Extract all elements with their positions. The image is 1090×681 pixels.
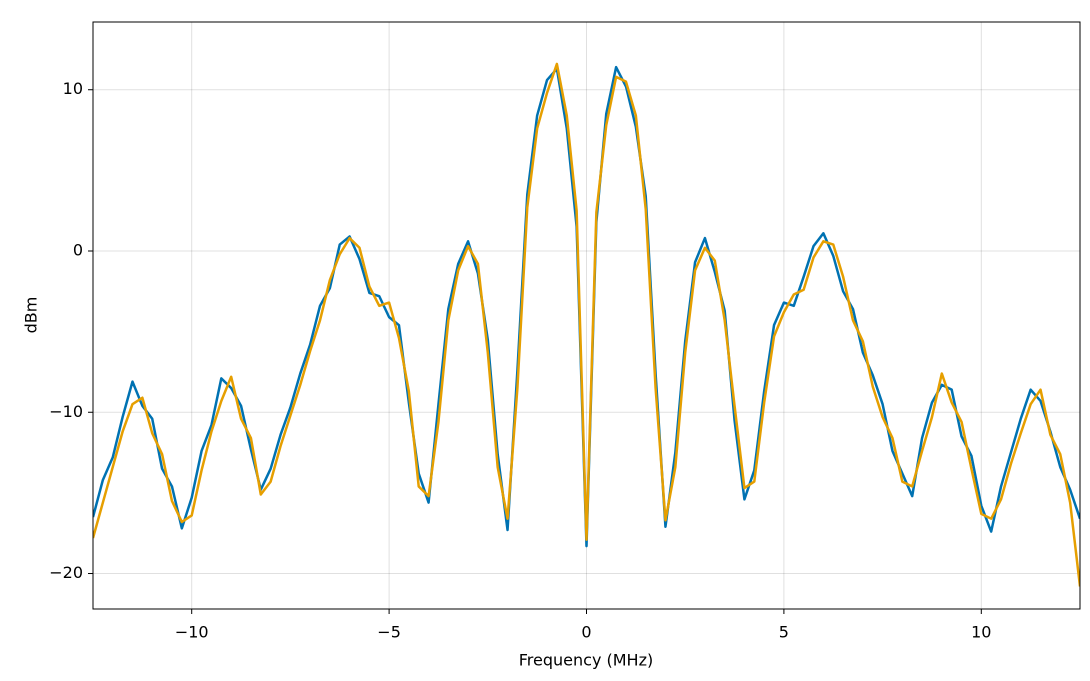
x-tick-label: −5 (377, 623, 401, 642)
x-tick-label: 0 (581, 623, 591, 642)
y-tick-label: −10 (49, 402, 83, 421)
x-tick-label: 5 (779, 623, 789, 642)
series-line (93, 62, 1080, 587)
y-tick-label: −20 (49, 563, 83, 582)
y-tick-label: 0 (73, 240, 83, 259)
x-tick-label: −10 (175, 623, 209, 642)
plot-area (93, 62, 1080, 587)
x-tick-label: 10 (971, 623, 991, 642)
y-tick-label: 10 (63, 79, 83, 98)
y-axis-label: dBm (22, 297, 41, 334)
x-axis-label: Frequency (MHz) (519, 651, 653, 670)
grid (93, 22, 1080, 609)
